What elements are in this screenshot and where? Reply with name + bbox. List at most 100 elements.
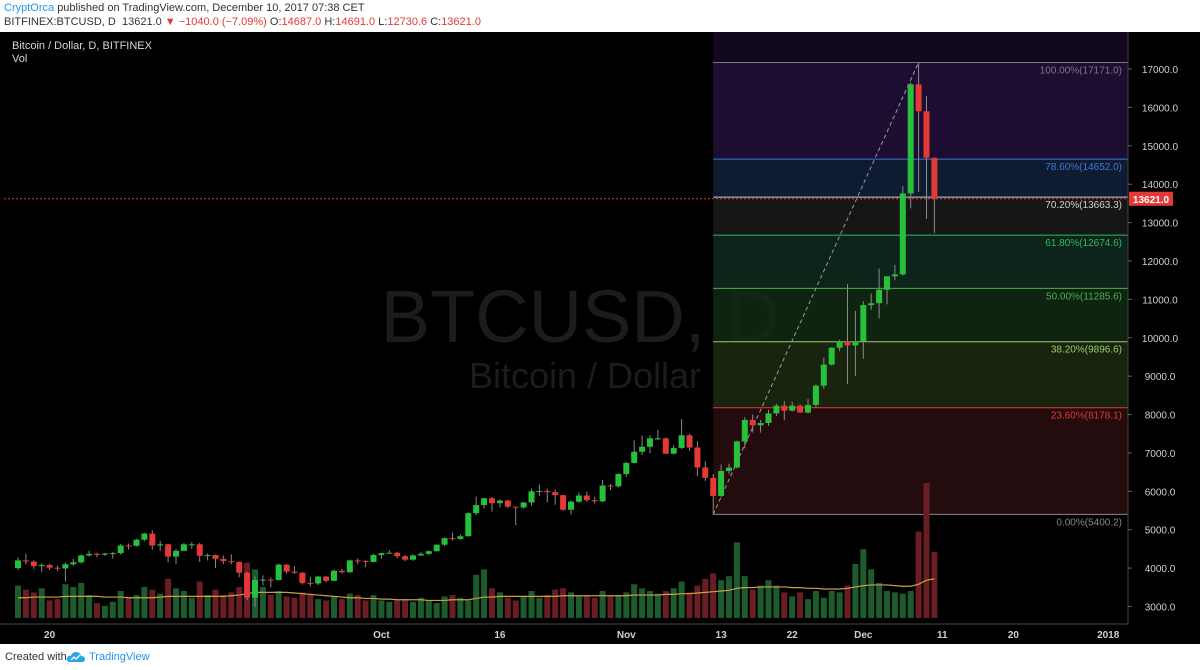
fib-zone-2 xyxy=(713,197,1128,236)
volume-bar xyxy=(15,585,21,618)
fib-level-label: 0.00%(5400.2) xyxy=(1056,517,1122,528)
chart-title: Bitcoin / Dollar, D, BITFINEX xyxy=(12,40,152,52)
candle-body xyxy=(757,422,764,426)
candle-body xyxy=(820,364,827,386)
volume-bar xyxy=(481,569,488,618)
time-tick-label: 20 xyxy=(44,630,56,641)
candle-body xyxy=(70,562,77,565)
fib-zone-top xyxy=(713,32,1128,63)
volume-ma-line xyxy=(18,578,935,602)
candle-body xyxy=(259,579,266,581)
volume-bar xyxy=(457,597,464,618)
candle-body xyxy=(315,576,322,584)
low-value: 12730.6 xyxy=(387,16,428,28)
open-label: O: xyxy=(269,16,282,28)
fib-level-label: 23.60%(8178.1) xyxy=(1051,411,1122,422)
time-tick-label: 20 xyxy=(1008,630,1020,641)
candle-body xyxy=(670,447,677,454)
time-tick-label: 11 xyxy=(937,630,948,641)
volume-bar xyxy=(876,582,883,618)
volume-bar xyxy=(346,593,353,618)
candle-body xyxy=(157,544,164,546)
candle-body xyxy=(489,498,495,504)
price-tick-label: 10000.0 xyxy=(1142,334,1179,345)
price-axis-bg xyxy=(1128,32,1200,644)
candle-body xyxy=(891,274,898,277)
candle-body xyxy=(346,560,353,573)
volume-bar xyxy=(220,595,227,618)
candle-body xyxy=(449,538,456,540)
volume-bar xyxy=(46,600,53,618)
volume-bar xyxy=(157,593,164,618)
fib-zone-6 xyxy=(713,407,1128,515)
candle-body xyxy=(686,435,693,448)
tradingview-brand[interactable]: TradingView xyxy=(89,651,150,663)
volume-bar xyxy=(204,595,211,618)
volume-bar xyxy=(275,591,282,618)
candle-body xyxy=(109,553,116,555)
volume-bar xyxy=(781,592,788,618)
volume-bar xyxy=(852,564,859,618)
chart-pane[interactable]: BTCUSD, D Bitcoin / Dollar 100.00%(17171.0… xyxy=(0,32,1200,644)
volume-bar xyxy=(899,593,906,618)
volume-bar xyxy=(812,591,819,618)
fib-level-label: 78.60%(14652.0) xyxy=(1045,162,1122,173)
price-tick-label: 5000.0 xyxy=(1145,526,1176,537)
volume-bar xyxy=(362,600,369,618)
volume-bar xyxy=(915,531,922,618)
high-value: 14691.0 xyxy=(335,16,376,28)
volume-bar xyxy=(718,580,725,618)
high-label: H: xyxy=(324,16,336,28)
candle-body xyxy=(718,470,725,496)
volume-bar xyxy=(94,603,100,618)
close-label: C: xyxy=(430,16,442,28)
close-value: 13621.0 xyxy=(441,16,481,28)
candle-body xyxy=(528,491,535,503)
price-tick-label: 16000.0 xyxy=(1142,103,1179,114)
candle-body xyxy=(583,495,590,501)
candle-body xyxy=(773,405,780,414)
volume-indicator-label[interactable]: Vol xyxy=(12,53,28,65)
volume-bar xyxy=(773,585,780,618)
volume-bar xyxy=(489,588,495,618)
candle-body xyxy=(678,435,685,448)
volume-bar xyxy=(417,597,424,618)
candle-body xyxy=(765,413,772,423)
candle-body xyxy=(354,560,361,562)
candle-body xyxy=(797,405,804,413)
volume-bar xyxy=(133,595,140,618)
volume-bar xyxy=(631,584,638,618)
candle-body xyxy=(710,477,717,496)
candle-body xyxy=(228,561,235,563)
price-tick-label: 7000.0 xyxy=(1145,449,1176,460)
candle-body xyxy=(836,341,843,348)
candle-body xyxy=(125,545,132,547)
volume-bar xyxy=(101,605,108,618)
volume-bar xyxy=(70,586,77,618)
volume-bar xyxy=(386,601,393,618)
candle-body xyxy=(149,533,156,546)
time-tick-label: Oct xyxy=(373,630,390,641)
candle-body xyxy=(417,553,424,556)
volume-bar xyxy=(283,596,290,618)
author-link[interactable]: CryptOrca xyxy=(4,2,55,14)
candle-body xyxy=(876,289,883,304)
volume-bar xyxy=(354,595,361,618)
volume-bar xyxy=(733,542,740,618)
volume-bar xyxy=(86,595,93,618)
fib-level-label: 50.00%(11285.6) xyxy=(1046,291,1122,302)
volume-bar xyxy=(820,597,827,618)
volume-bar xyxy=(22,589,29,618)
candle-body xyxy=(536,490,543,492)
volume-bar xyxy=(670,588,677,618)
symbol-watermark-sub: Bitcoin / Dollar xyxy=(469,355,701,396)
candle-body xyxy=(188,544,195,546)
price-tick-label: 13000.0 xyxy=(1142,219,1179,230)
price-tick-label: 8000.0 xyxy=(1145,411,1176,422)
candle-body xyxy=(433,544,440,552)
candle-body xyxy=(575,495,582,502)
candle-body xyxy=(378,553,385,556)
candle-body xyxy=(94,553,100,555)
change-text: −1040.0 (−7.09%) xyxy=(178,16,267,28)
